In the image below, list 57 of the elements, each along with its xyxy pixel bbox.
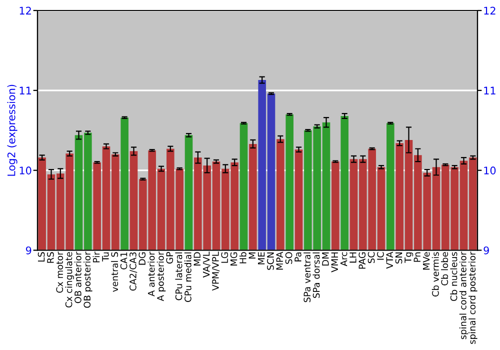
y-axis-title: Log2 (expression): [7, 84, 18, 176]
x-tick-label: MG: [230, 252, 238, 266]
y-tick-label: 10: [20, 166, 32, 174]
x-tick-label: Cb vermis: [432, 252, 439, 296]
x-tick-label: VPM/VPL: [212, 252, 220, 291]
x-tick-label: spinal cord posterior: [468, 252, 478, 344]
x-tick-label: OB posterior: [84, 252, 92, 308]
x-tick-label: A anterior: [148, 252, 155, 296]
x-tick-label: PAG: [358, 252, 366, 269]
x-tick-label: VTA: [386, 252, 393, 269]
x-tick-label: Cb lobe: [441, 252, 448, 286]
x-tick-label: Cx cingulate: [65, 252, 74, 308]
x-tick-label: ventral S: [111, 252, 118, 292]
x-tick-label: Tg: [404, 252, 414, 263]
x-tick-label: Pn: [414, 252, 420, 262]
x-tick-label: LH: [350, 252, 356, 263]
y2-tick-label: 9: [484, 246, 489, 254]
x-tick-label: LS: [38, 252, 45, 262]
x-tick-label: MPA: [276, 252, 283, 270]
x-tick-label: CA1: [120, 252, 128, 270]
x-tick-label: SCN: [267, 252, 274, 270]
x-tick-label: Pir: [92, 252, 100, 262]
y-tick-label: 9: [26, 246, 32, 254]
x-tick-label: VA/VL: [202, 252, 210, 278]
x-tick-label: VMH: [331, 252, 338, 272]
x-tick-label: ME: [258, 252, 265, 264]
x-tick-label: CPu lateral: [175, 252, 182, 300]
y2-tick-label: 10: [484, 166, 496, 174]
x-tick-label: MD: [194, 252, 200, 266]
x-tick-label: DG: [138, 252, 146, 265]
x-tick-label: CA2/CA3: [130, 252, 138, 291]
x-tick-label: SPa dorsal: [312, 252, 320, 298]
y-tick-label: 12: [20, 6, 31, 14]
x-tick-label: SPa ventral: [304, 252, 311, 302]
x-tick-label: spinal cord anterior: [459, 252, 468, 340]
x-tick-label: GP: [166, 252, 174, 264]
x-tick-label: CPu medial: [184, 252, 192, 302]
x-tick-label: LG: [221, 252, 228, 263]
x-tick-label: OB anterior: [74, 252, 82, 304]
x-tick-label: Cx motor: [56, 252, 64, 293]
x-tick-label: SO: [285, 252, 292, 264]
x-tick-label: SN: [395, 252, 402, 264]
x-tick-label: RS: [47, 252, 54, 263]
x-tick-label: MVe: [422, 252, 430, 270]
x-tick-label: Cb nucleus: [450, 252, 458, 301]
x-tick-label: DM: [322, 252, 329, 266]
x-tick-label: Hb: [239, 252, 246, 264]
x-tick-label: Tu: [102, 252, 109, 262]
y2-tick-label: 12: [484, 6, 496, 14]
x-tick-label: A posterior: [156, 252, 166, 302]
x-tick-label: Arc: [340, 252, 348, 266]
x-tick-label: Pa: [294, 252, 302, 262]
y-tick-label: 11: [20, 86, 31, 94]
x-tick-label: SC: [368, 252, 375, 264]
y2-tick-label: 11: [484, 86, 496, 94]
x-tick-label: M: [248, 252, 256, 259]
x-tick-label: IC: [377, 252, 384, 260]
